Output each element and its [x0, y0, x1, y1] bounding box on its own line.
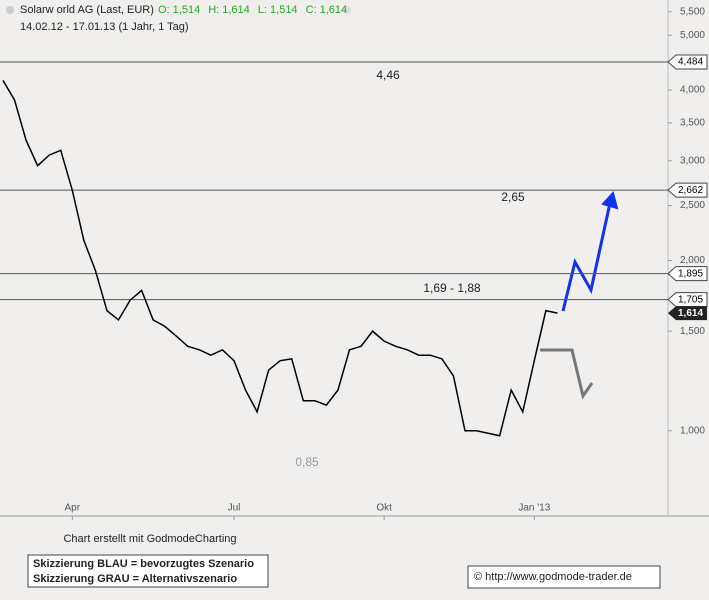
legend-box — [27, 554, 269, 588]
level-label: 1,895 — [678, 268, 703, 279]
legend-line: Skizzierung GRAU = Alternativszenario — [33, 573, 237, 585]
annotation: 4,46 — [376, 68, 400, 82]
url-box[interactable] — [467, 565, 661, 589]
quote-value: C: 1,614 — [306, 4, 348, 16]
last-label: 1,614 — [678, 308, 703, 319]
y-tick-label: 4,000 — [680, 85, 705, 96]
credit: Chart erstellt mit GodmodeCharting — [63, 533, 236, 545]
x-tick-label: Jul — [228, 503, 241, 514]
annotation: 2,65 — [501, 190, 525, 204]
level-label: 4,484 — [678, 57, 703, 68]
annotation: 0,85 — [295, 455, 319, 469]
chart-title: Solarw orld AG (Last, EUR) — [20, 4, 154, 16]
blue-arrowhead — [601, 190, 619, 210]
quote-value: O: 1,514 — [158, 4, 200, 16]
level-tag — [667, 54, 708, 70]
blue-scenario — [561, 202, 612, 312]
legend-line: Skizzierung BLAU = bevorzugtes Szenario — [33, 558, 254, 570]
quote-value: H: 1,614 — [208, 4, 250, 16]
y-tick-label: 2,000 — [680, 255, 705, 266]
x-tick-label: Okt — [376, 503, 392, 514]
level-tag — [667, 182, 708, 198]
price-line — [2, 80, 558, 437]
x-tick-label: Apr — [65, 503, 81, 514]
y-tick-label: 3,500 — [680, 118, 705, 129]
y-tick-label: 1,500 — [680, 326, 705, 337]
gray-scenario — [540, 348, 594, 400]
y-tick-label: 5,500 — [680, 6, 705, 17]
url[interactable]: © http://www.godmode-trader.de — [474, 571, 632, 583]
level-label: 2,662 — [678, 185, 703, 196]
annotation: 1,69 - 1,88 — [423, 281, 481, 295]
x-tick-label: Jan '13 — [518, 503, 550, 514]
y-tick-label: 5,000 — [680, 30, 705, 41]
subtitle: 14.02.12 - 17.01.13 (1 Jahr, 1 Tag) — [20, 21, 189, 33]
icon — [343, 6, 351, 14]
level-tag — [667, 266, 708, 282]
last-tag — [668, 306, 707, 321]
y-tick-label: 1,000 — [680, 425, 705, 436]
level-tag — [667, 292, 708, 308]
quote-value: L: 1,514 — [258, 4, 298, 16]
icon — [6, 6, 14, 14]
level-label: 1,705 — [678, 294, 703, 305]
y-tick-label: 3,000 — [680, 155, 705, 166]
y-tick-label: 2,500 — [680, 200, 705, 211]
